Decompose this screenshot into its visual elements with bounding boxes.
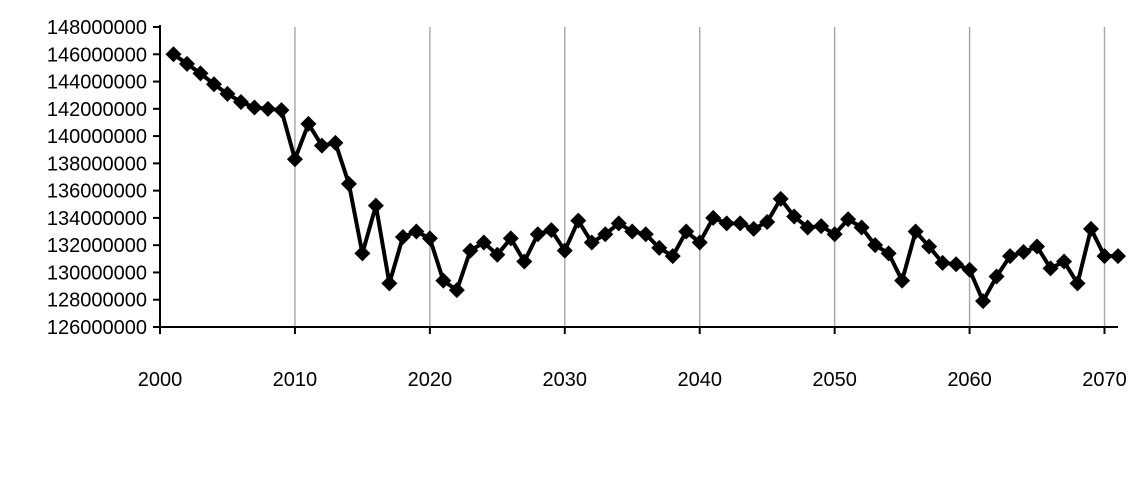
data-point-2066: [1042, 260, 1059, 277]
x-tick-label: 2050: [812, 369, 857, 391]
data-point-2022: [448, 282, 465, 299]
x-tick-label: 2030: [543, 369, 588, 391]
data-point-2038: [664, 248, 681, 265]
data-point-2001: [165, 46, 182, 63]
x-tick-label: 2000: [138, 369, 183, 391]
series-line: [172, 52, 1118, 304]
x-tick-label: 2010: [273, 369, 318, 391]
series-markers: [165, 46, 1126, 310]
data-point-2032: [583, 234, 600, 251]
data-point-2051: [840, 211, 857, 228]
y-tick-label: 144000000: [47, 72, 147, 94]
data-point-2011: [300, 115, 317, 132]
data-point-2052: [853, 219, 870, 236]
data-point-2024: [475, 234, 492, 251]
data-point-2016: [367, 197, 384, 214]
data-point-2035: [624, 223, 641, 240]
axes: [153, 25, 1118, 334]
y-tick-label: 130000000: [47, 262, 147, 284]
data-point-2058: [934, 254, 951, 271]
data-point-2059: [948, 256, 965, 273]
y-tick-label: 138000000: [47, 153, 147, 175]
data-point-2013: [327, 134, 344, 151]
x-tick-label: 2060: [947, 369, 992, 391]
y-axis-tick-labels: 126000000 128000000 130000000 132000000 1340…: [47, 17, 147, 339]
data-point-2036: [637, 226, 654, 243]
data-point-2006: [232, 94, 249, 110]
data-point-2019: [408, 223, 425, 240]
x-axis-tick-labels: 2000 2010 2020 2030 2040 2050 2060 2070: [138, 369, 1127, 391]
y-tick-label: 126000000: [47, 317, 147, 339]
data-point-2034: [610, 215, 627, 232]
data-point-2040: [691, 234, 708, 251]
data-point-2027: [516, 253, 533, 270]
data-point-2018: [394, 229, 411, 245]
data-point-2026: [502, 230, 519, 247]
x-tick-label: 2020: [408, 369, 453, 391]
data-point-2070: [1096, 248, 1113, 265]
x-tick-label: 2040: [677, 369, 722, 391]
y-tick-label: 132000000: [47, 235, 147, 257]
data-point-2009: [273, 102, 290, 119]
data-point-2069: [1083, 220, 1100, 237]
data-point-2057: [921, 238, 938, 255]
data-point-2028: [529, 226, 546, 243]
data-point-2047: [786, 208, 803, 225]
data-point-2068: [1069, 275, 1086, 292]
y-tick-label: 140000000: [47, 126, 147, 148]
data-point-2043: [732, 215, 749, 232]
series-line-0: [172, 52, 1118, 304]
data-point-2045: [759, 214, 776, 230]
data-point-2055: [894, 272, 911, 289]
data-point-2064: [1015, 244, 1032, 260]
data-point-2056: [907, 223, 924, 240]
data-point-2042: [718, 215, 735, 232]
y-tick-label: 142000000: [47, 99, 147, 121]
data-point-2014: [340, 175, 357, 192]
data-point-2015: [354, 245, 371, 262]
data-point-2071: [1110, 248, 1126, 265]
data-point-2004: [205, 76, 222, 93]
data-point-2060: [961, 261, 978, 278]
data-point-2002: [178, 55, 195, 72]
data-point-2054: [880, 245, 897, 262]
data-point-2008: [259, 100, 276, 117]
data-point-2029: [543, 222, 560, 239]
data-point-2003: [192, 65, 209, 82]
data-point-2005: [219, 85, 236, 102]
data-point-2037: [651, 239, 668, 256]
data-point-2030: [556, 242, 573, 259]
data-point-2023: [462, 242, 479, 259]
data-point-2033: [597, 226, 614, 243]
data-point-2065: [1029, 238, 1046, 255]
data-point-2053: [867, 237, 884, 254]
data-point-2062: [988, 268, 1005, 285]
data-point-2061: [975, 293, 992, 310]
data-point-2025: [489, 246, 506, 263]
data-point-2020: [421, 230, 438, 247]
data-point-2063: [1002, 248, 1019, 265]
data-point-2046: [772, 190, 789, 207]
vertical-gridlines: [294, 27, 1106, 327]
data-point-2007: [246, 99, 263, 116]
data-point-2021: [435, 272, 452, 289]
data-point-2041: [705, 209, 722, 226]
x-tick-label: 2070: [1082, 369, 1127, 391]
data-point-2012: [313, 137, 330, 154]
data-point-2048: [799, 219, 816, 236]
data-point-2050: [826, 226, 843, 243]
data-point-2049: [813, 218, 830, 235]
data-point-2067: [1056, 253, 1073, 270]
data-point-2031: [570, 212, 587, 229]
y-tick-label: 134000000: [47, 208, 147, 230]
data-point-2010: [286, 151, 303, 168]
y-tick-label: 148000000: [47, 17, 147, 39]
y-tick-label: 136000000: [47, 181, 147, 203]
data-point-2017: [381, 275, 398, 292]
y-tick-label: 146000000: [47, 44, 147, 66]
data-point-2039: [678, 223, 695, 240]
y-tick-label: 128000000: [47, 290, 147, 312]
data-point-2044: [745, 220, 762, 237]
